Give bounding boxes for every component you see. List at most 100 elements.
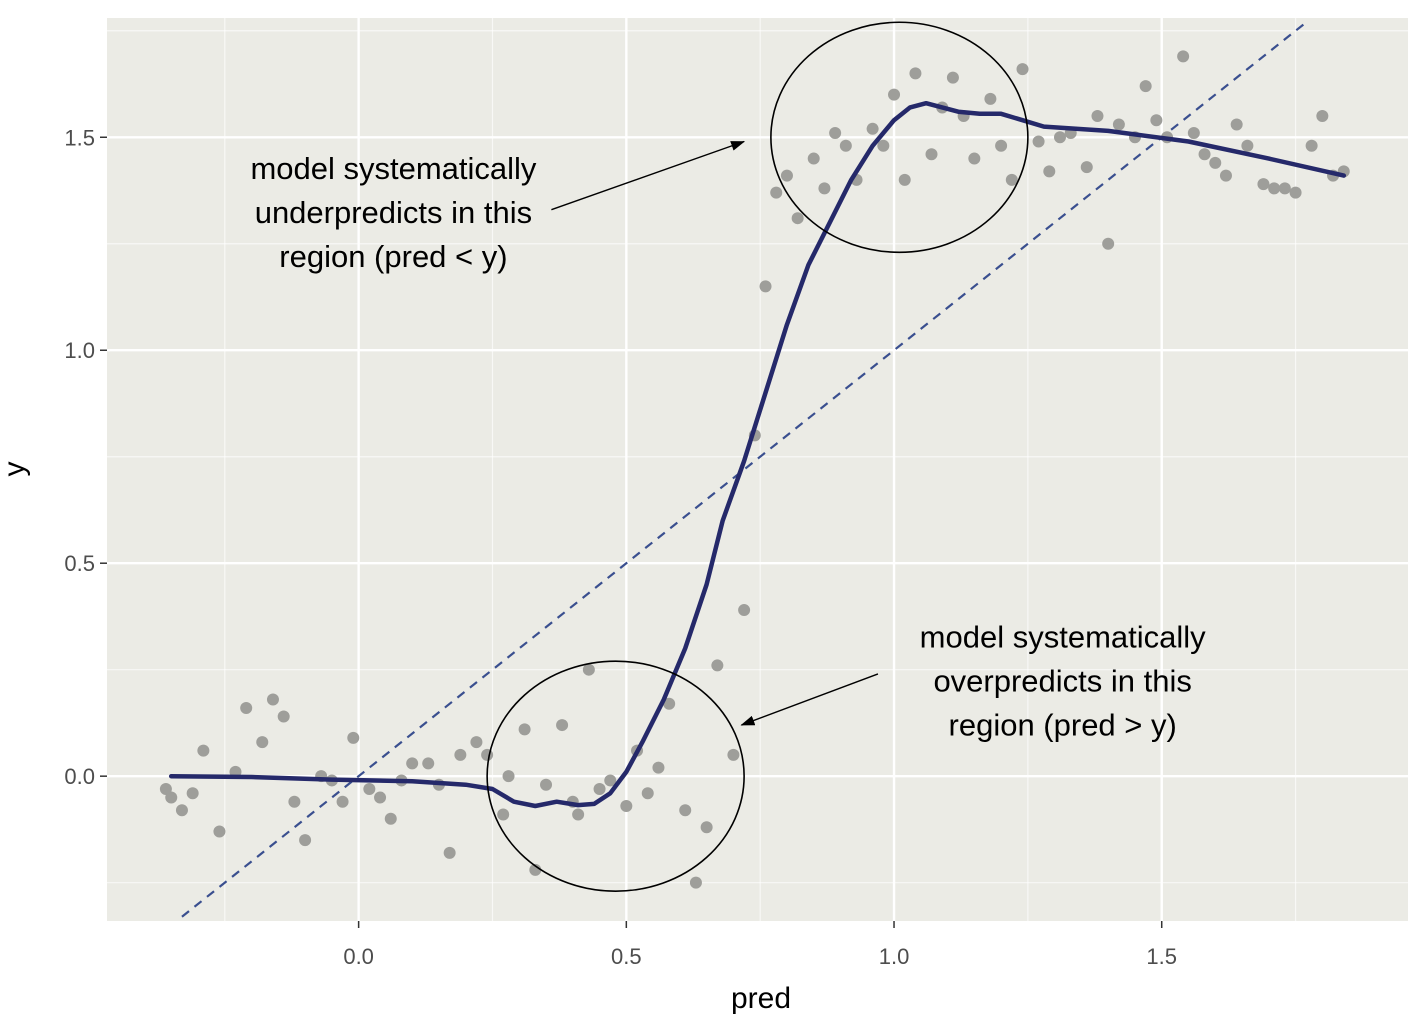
data-point xyxy=(1080,161,1093,174)
annotation-text-line: model systematically xyxy=(920,619,1206,654)
data-point xyxy=(1005,173,1018,186)
data-point xyxy=(995,139,1008,152)
annotation-ellipse xyxy=(770,21,1029,254)
data-point xyxy=(502,770,515,783)
x-tick-label: 0.0 xyxy=(343,944,374,969)
data-point xyxy=(1230,118,1243,131)
data-point xyxy=(807,152,820,165)
data-point xyxy=(165,791,178,804)
data-point xyxy=(1177,50,1190,63)
data-point xyxy=(1016,63,1029,76)
x-axis-title: pred xyxy=(731,982,791,1015)
data-point xyxy=(641,787,654,800)
data-point xyxy=(240,702,253,715)
data-point xyxy=(406,757,419,770)
annotation-text-line: region (pred > y) xyxy=(949,707,1177,742)
data-point xyxy=(518,723,531,736)
annotation-ellipse xyxy=(486,660,745,892)
data-point xyxy=(679,804,692,817)
data-point xyxy=(689,876,702,889)
data-point xyxy=(1091,109,1104,122)
x-tick-label: 1.0 xyxy=(879,944,910,969)
data-point xyxy=(288,795,301,808)
y-tick-label: 0.0 xyxy=(64,764,95,789)
data-point xyxy=(770,186,783,199)
data-point xyxy=(1268,182,1281,195)
data-point xyxy=(374,791,387,804)
x-tick-label: 1.5 xyxy=(1146,944,1177,969)
data-point xyxy=(186,787,199,800)
data-point xyxy=(791,212,804,225)
data-point xyxy=(663,697,676,710)
data-point xyxy=(1150,114,1163,127)
data-point xyxy=(363,782,376,795)
data-point xyxy=(652,761,665,774)
data-point xyxy=(256,736,269,749)
data-point xyxy=(711,659,724,672)
data-point xyxy=(593,782,606,795)
data-point xyxy=(481,748,494,761)
data-point xyxy=(866,122,879,135)
data-point xyxy=(347,731,360,744)
data-point xyxy=(620,799,633,812)
data-point xyxy=(1289,186,1302,199)
data-point xyxy=(1241,139,1254,152)
data-point xyxy=(925,148,938,161)
smooth-line-layer xyxy=(168,100,1347,809)
data-point xyxy=(1257,178,1270,191)
y-axis-title: y xyxy=(0,462,31,477)
grid-lines xyxy=(107,18,1408,921)
annotation-text-line: region (pred < y) xyxy=(279,239,507,274)
data-point xyxy=(1102,237,1115,250)
data-point xyxy=(422,757,435,770)
plot-panel xyxy=(107,18,1408,921)
data-point xyxy=(582,663,595,676)
data-point xyxy=(1032,135,1045,148)
data-point xyxy=(700,821,713,834)
data-point xyxy=(175,804,188,817)
data-point xyxy=(1219,169,1232,182)
annotations-layer: model systematically underpredicts in thi… xyxy=(250,21,1206,892)
annotation-arrow xyxy=(740,673,879,726)
data-point xyxy=(1278,182,1291,195)
x-tick-label: 0.5 xyxy=(611,944,642,969)
data-point xyxy=(529,863,542,876)
data-point xyxy=(738,604,751,617)
data-point xyxy=(984,92,997,105)
data-point xyxy=(1139,80,1152,93)
data-point xyxy=(299,834,312,847)
data-point xyxy=(572,808,585,821)
annotation-text-line: model systematically xyxy=(250,151,536,186)
data-point xyxy=(1187,127,1200,140)
y-tick-label: 1.0 xyxy=(64,338,95,363)
data-point xyxy=(888,88,901,101)
data-point xyxy=(1316,109,1329,122)
data-point xyxy=(497,808,510,821)
data-point xyxy=(604,774,617,787)
annotation-text-line: overpredicts in this xyxy=(933,663,1191,698)
data-point xyxy=(266,693,279,706)
y-tick-label: 1.5 xyxy=(64,125,95,150)
tick-labels: 0.0 0.5 1.0 1.5 0.0 0.5 1.0 1.5 xyxy=(64,125,1177,969)
data-point xyxy=(780,169,793,182)
data-point xyxy=(1112,118,1125,131)
data-point xyxy=(454,748,467,761)
data-point xyxy=(898,173,911,186)
data-point xyxy=(1209,156,1222,169)
data-point xyxy=(829,127,842,140)
data-point xyxy=(1053,131,1066,144)
data-point xyxy=(877,139,890,152)
smooth-trend-line xyxy=(168,100,1347,809)
data-point xyxy=(968,152,981,165)
data-point xyxy=(540,778,553,791)
data-point xyxy=(443,846,456,859)
data-point xyxy=(946,71,959,84)
data-point xyxy=(336,795,349,808)
data-point xyxy=(213,825,226,838)
points-layer xyxy=(159,50,1350,889)
data-point xyxy=(277,710,290,723)
data-point xyxy=(197,744,210,757)
data-point xyxy=(470,736,483,749)
data-point xyxy=(759,280,772,293)
